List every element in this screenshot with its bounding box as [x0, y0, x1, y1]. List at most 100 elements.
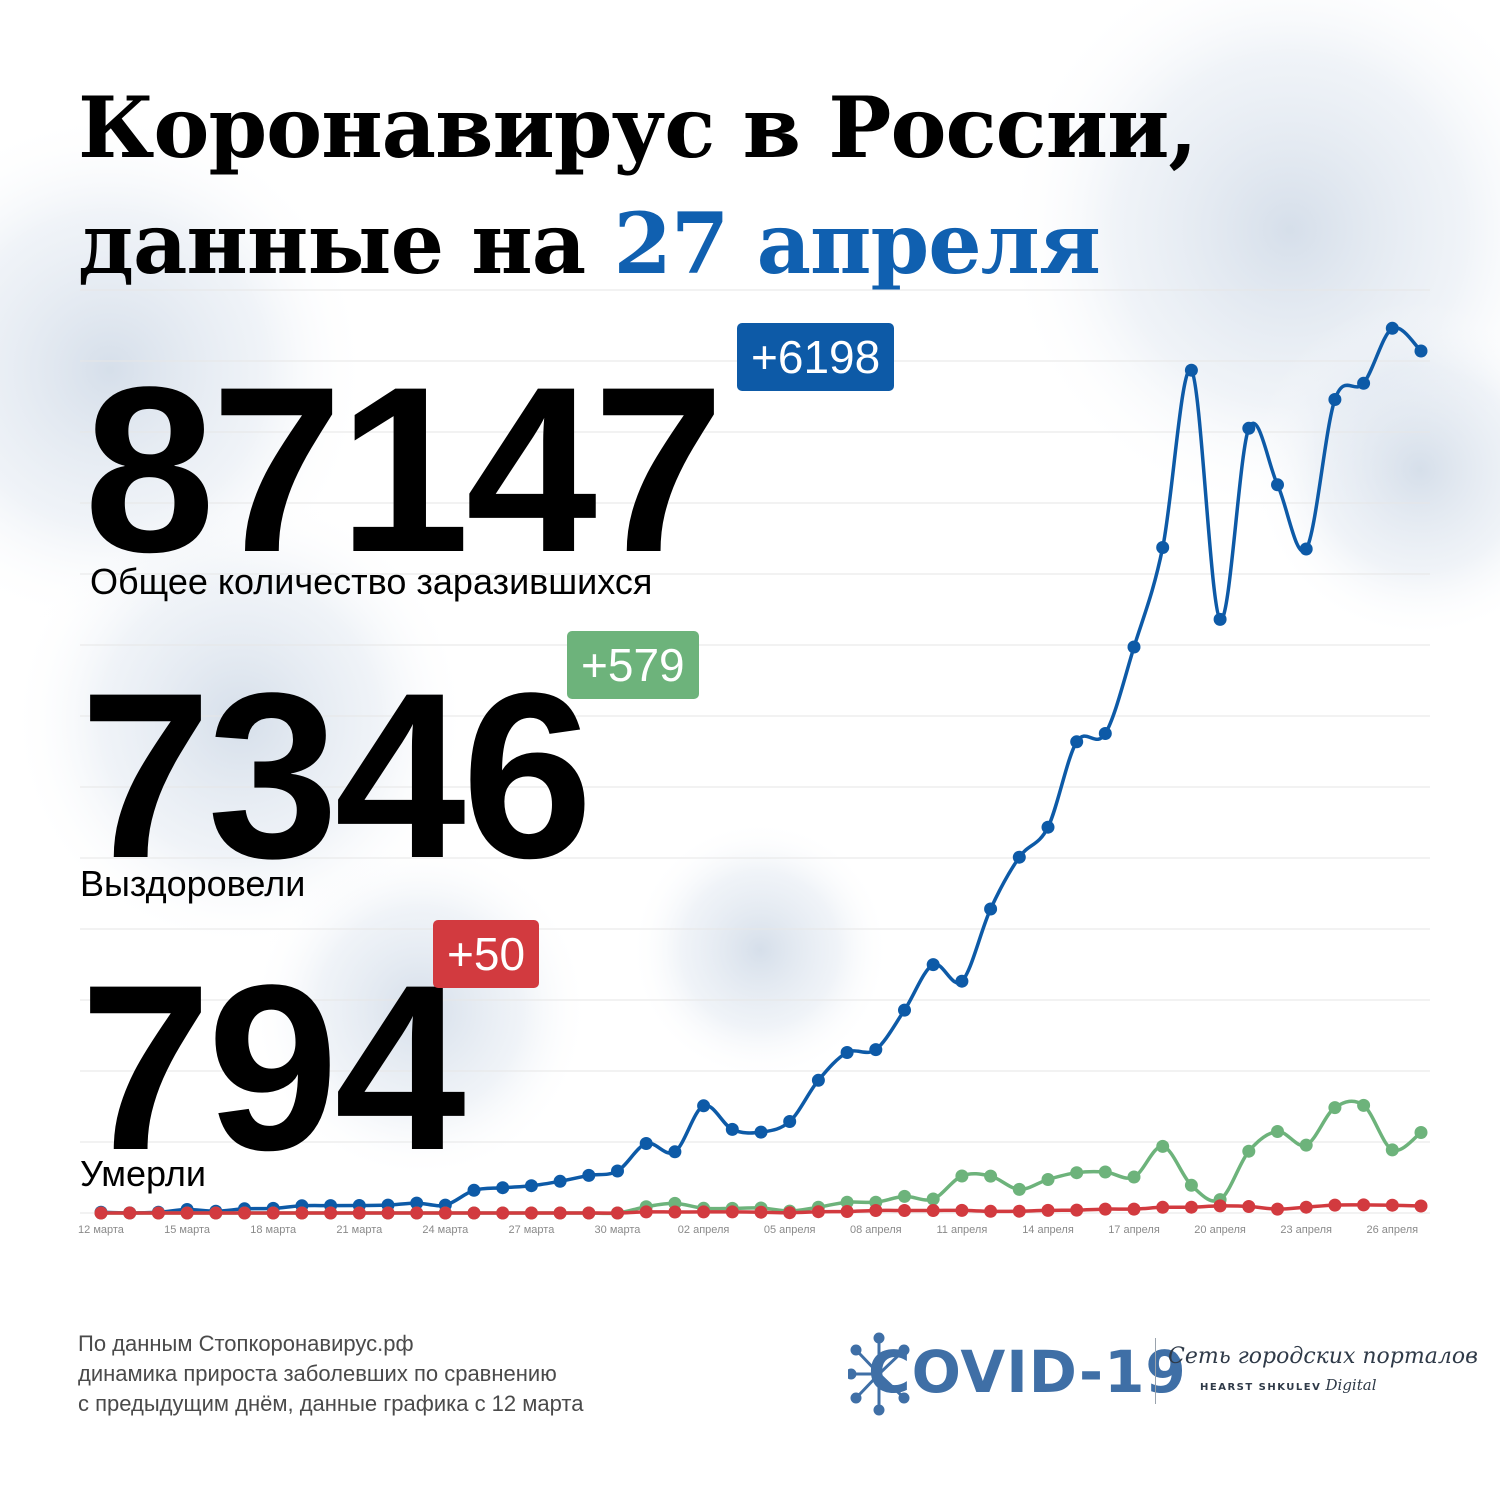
data-point-infected: [524, 1179, 538, 1193]
data-point-infected: [840, 1046, 854, 1059]
data-point-deaths: [1328, 1198, 1342, 1212]
network-logo-text: Сеть городских порталов: [1168, 1344, 1478, 1369]
data-point-infected: [1070, 735, 1084, 749]
virus-icon: [848, 1332, 910, 1416]
data-point-deaths: [1414, 1199, 1428, 1213]
data-point-deaths: [1156, 1200, 1170, 1214]
data-point-deaths: [438, 1206, 452, 1220]
x-tick-label: 11 апреля: [937, 1224, 988, 1236]
infected-total: 87147: [84, 338, 724, 602]
infected-label: Общее количество заразившихся: [90, 561, 653, 602]
footer-source: По данным Стопкоронавирус.рф: [78, 1331, 414, 1356]
data-point-recovered: [955, 1169, 969, 1183]
x-tick-label: 21 марта: [336, 1224, 383, 1236]
x-tick-label: 17 апреля: [1108, 1224, 1160, 1236]
data-point-infected: [553, 1174, 567, 1188]
data-point-recovered: [1299, 1138, 1313, 1152]
deaths-delta-badge: +50: [433, 920, 540, 988]
data-point-deaths: [582, 1206, 596, 1220]
data-point-deaths: [1041, 1203, 1055, 1217]
data-point-infected: [754, 1125, 768, 1139]
data-point-recovered: [1385, 1143, 1399, 1157]
data-point-infected: [467, 1183, 481, 1197]
data-point-recovered: [1242, 1144, 1256, 1158]
data-point-infected: [582, 1168, 596, 1182]
data-point-recovered: [1184, 1178, 1198, 1192]
data-point-infected: [1328, 393, 1342, 406]
data-point-infected: [668, 1145, 682, 1159]
data-point-recovered: [1098, 1165, 1112, 1179]
data-point-deaths: [295, 1206, 309, 1220]
x-tick-label: 20 апреля: [1194, 1224, 1246, 1236]
page-title-prefix: данные на: [78, 194, 614, 293]
data-point-deaths: [811, 1205, 825, 1219]
data-point-deaths: [1242, 1200, 1256, 1213]
data-point-recovered: [1012, 1182, 1026, 1196]
data-point-infected: [1127, 640, 1141, 654]
recovered-delta-badge: +579: [567, 631, 699, 699]
data-point-infected: [811, 1073, 825, 1087]
data-point-deaths: [668, 1205, 682, 1219]
data-point-deaths: [1271, 1202, 1284, 1216]
data-point-deaths: [869, 1204, 883, 1217]
data-point-deaths: [639, 1205, 653, 1219]
data-point-infected: [1184, 363, 1198, 377]
data-point-infected: [1213, 612, 1227, 626]
data-point-infected: [1414, 344, 1428, 358]
data-point-deaths: [1213, 1199, 1227, 1213]
data-point-deaths: [1127, 1202, 1141, 1216]
data-point-deaths: [496, 1206, 510, 1220]
data-point-deaths: [1012, 1204, 1026, 1218]
data-point-infected: [1271, 478, 1284, 492]
x-tick-label: 05 апреля: [764, 1224, 816, 1236]
page-title-line1: Коронавирус в России,: [78, 78, 1198, 177]
data-point-deaths: [180, 1206, 194, 1220]
data-point-deaths: [984, 1204, 998, 1218]
data-point-recovered: [1414, 1126, 1428, 1139]
digital-text: Digital: [1325, 1376, 1377, 1394]
logo-divider: [1155, 1338, 1156, 1404]
data-point-deaths: [94, 1206, 108, 1220]
x-tick-label: 08 апреля: [850, 1224, 902, 1236]
data-point-recovered: [1328, 1101, 1342, 1115]
hearst-shkulev-text: HEARST SHKULEV: [1200, 1382, 1322, 1393]
data-point-deaths: [955, 1203, 969, 1217]
data-point-deaths: [553, 1206, 567, 1220]
data-point-infected: [697, 1099, 711, 1113]
data-point-deaths: [467, 1206, 481, 1220]
data-point-deaths: [926, 1204, 940, 1217]
data-point-infected: [898, 1003, 911, 1017]
x-tick-label: 14 апреля: [1022, 1224, 1074, 1236]
data-point-infected: [611, 1164, 624, 1178]
data-point-infected: [725, 1122, 739, 1136]
data-point-infected: [1041, 820, 1055, 834]
data-point-recovered: [1271, 1125, 1284, 1138]
data-point-infected: [1385, 321, 1399, 335]
data-point-deaths: [324, 1206, 338, 1220]
data-point-deaths: [352, 1206, 366, 1220]
covid-19-logo: COVID-19: [868, 1338, 1187, 1406]
data-point-recovered: [926, 1192, 940, 1206]
chart-series: [94, 321, 1428, 1220]
x-tick-label: 02 апреля: [678, 1224, 730, 1236]
data-point-deaths: [209, 1206, 223, 1220]
infected-delta-badge: +6198: [737, 323, 895, 391]
data-point-infected: [410, 1196, 424, 1210]
data-point-infected: [1098, 727, 1112, 740]
chart-x-ticks: 12 марта 15 марта 18 марта 21 марта 24 марта…: [78, 1224, 1418, 1236]
x-tick-label: 27 марта: [508, 1224, 555, 1236]
data-point-recovered: [1070, 1166, 1084, 1180]
x-tick-label: 15 марта: [164, 1224, 211, 1236]
data-point-deaths: [1070, 1203, 1084, 1217]
data-point-deaths: [725, 1205, 739, 1219]
x-tick-label: 30 марта: [595, 1224, 642, 1236]
page-title-line2: данные на 27 апреля: [78, 202, 1101, 286]
data-point-deaths: [1357, 1198, 1371, 1212]
recovered-total: 7346: [80, 644, 593, 908]
data-point-infected: [639, 1137, 653, 1150]
data-point-infected: [496, 1181, 510, 1195]
data-point-infected: [869, 1043, 883, 1057]
data-point-recovered: [1357, 1098, 1371, 1112]
